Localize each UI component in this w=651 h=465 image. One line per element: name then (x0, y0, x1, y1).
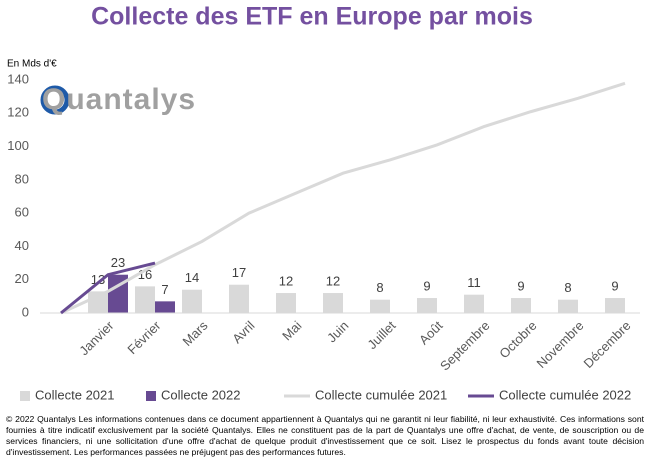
logo: Quantalys (42, 83, 196, 116)
value-label: 8 (564, 280, 571, 295)
legend-label: Collecte cumulée 2021 (315, 387, 447, 402)
value-label: 9 (517, 278, 524, 293)
chart: Collecte des ETF en Europe par mois En M… (7, 3, 640, 402)
y-tick-label: 40 (15, 238, 29, 253)
legend-label: Collecte cumulée 2022 (499, 387, 631, 402)
x-tick-label: Août (416, 318, 446, 348)
bar (323, 293, 343, 313)
legend-swatch (20, 391, 30, 401)
x-tick-label: Mai (279, 318, 304, 343)
y-tick-label: 0 (22, 304, 29, 319)
value-label: 14 (185, 270, 199, 285)
value-label: 13 (91, 272, 105, 287)
bar (155, 301, 175, 313)
y-tick-label: 140 (7, 71, 29, 86)
bar (276, 293, 296, 313)
logo-icon (40, 85, 70, 115)
value-label: 9 (611, 278, 618, 293)
x-tick-label: Décembre (581, 318, 634, 371)
bar (605, 298, 625, 313)
bar (558, 299, 578, 313)
value-label: 23 (111, 255, 125, 270)
bar (511, 298, 531, 313)
y-tick-label: 80 (15, 171, 29, 186)
y-tick-label: 120 (7, 105, 29, 120)
value-label: 7 (161, 282, 168, 297)
x-tick-label: Avril (229, 318, 257, 346)
bar (182, 289, 202, 313)
value-label: 17 (232, 265, 246, 280)
x-tick-label: Juillet (364, 318, 398, 352)
legend-label: Collecte 2021 (35, 387, 115, 402)
bar (370, 299, 390, 313)
value-label: 8 (376, 280, 383, 295)
chart-title: Collecte des ETF en Europe par mois (91, 3, 533, 31)
y-axis-label: En Mds d'€ (7, 59, 57, 70)
x-tick-label: Septembre (437, 318, 493, 374)
bar (229, 284, 249, 313)
y-tick-label: 20 (15, 271, 29, 286)
x-tick-label: Mars (180, 318, 211, 349)
x-tick-label: Octobre (496, 318, 539, 361)
x-tick-label: Janvier (76, 317, 117, 358)
line (60, 81, 626, 315)
bar (417, 298, 437, 313)
legend-swatch (146, 391, 156, 401)
value-label: 12 (326, 273, 340, 288)
bar (464, 294, 484, 313)
value-label: 16 (138, 267, 152, 282)
y-tick-label: 60 (15, 205, 29, 220)
footer: © 2022 Quantalys Les informations conten… (6, 414, 644, 457)
x-tick-label: Juin (324, 318, 351, 345)
legend-label: Collecte 2022 (161, 387, 241, 402)
y-tick-label: 100 (7, 138, 29, 153)
x-tick-label: Février (124, 317, 164, 357)
bar (135, 286, 155, 313)
value-label: 9 (423, 278, 430, 293)
line (60, 261, 156, 315)
value-label: 11 (467, 275, 481, 290)
value-label: 12 (279, 273, 293, 288)
x-tick-label: Novembre (534, 318, 587, 371)
